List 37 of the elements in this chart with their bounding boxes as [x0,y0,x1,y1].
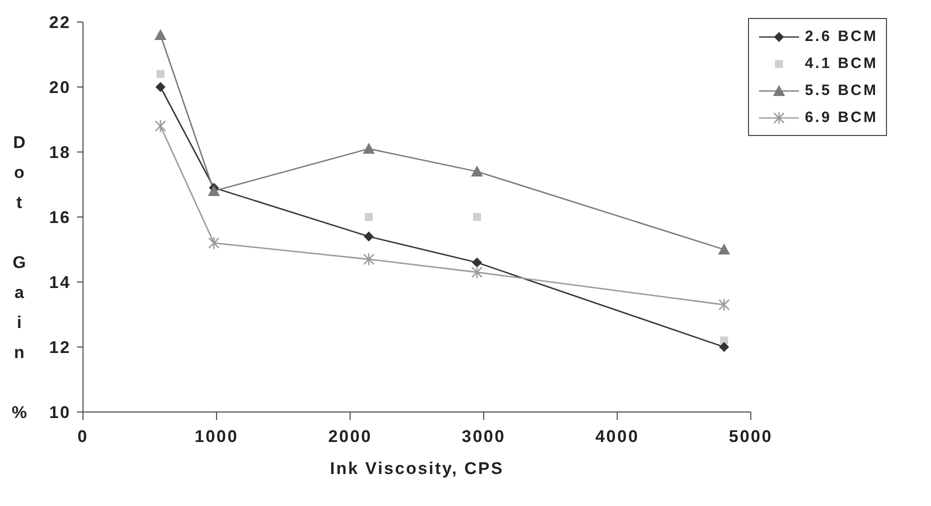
point [155,82,166,92]
point [364,213,373,221]
point [156,70,164,78]
x-tick-label: 0 [78,427,88,446]
y-tick-label: 16 [49,208,71,228]
text: Dot Gain % [12,133,28,422]
y-tick-label: 12 [49,338,71,358]
point [208,185,220,196]
legend-label: 6.9 BCM [804,109,878,126]
legend-label: 4.1 BCM [804,55,878,72]
point [362,142,375,154]
x-axis-title: Ink Viscosity, CPS [330,459,504,478]
point [364,232,374,242]
x-tick-label: 4000 [595,427,640,446]
x-tick-label: 3000 [462,427,506,446]
y-tick-label: 14 [49,273,71,292]
x-tick-label: 5000 [728,427,773,446]
point [718,298,730,312]
point [208,236,220,250]
point [718,244,730,254]
point [363,252,374,266]
point [472,258,482,268]
legend-label: 5.5 BCM [804,82,878,99]
y-tick-label: 22 [49,13,71,32]
x-tick-label: 1000 [194,427,238,446]
point [154,29,166,40]
legend-label: 2.6 BCM [804,28,878,45]
point [154,119,166,133]
point [719,342,730,352]
x-tick-label: 2000 [328,427,372,446]
point [471,166,484,176]
y-tick-label: 18 [49,143,71,162]
point [720,336,728,344]
point [473,213,482,221]
point [471,266,483,279]
y-tick-label: 10 [49,403,71,422]
y-tick-label: 20 [49,78,71,98]
